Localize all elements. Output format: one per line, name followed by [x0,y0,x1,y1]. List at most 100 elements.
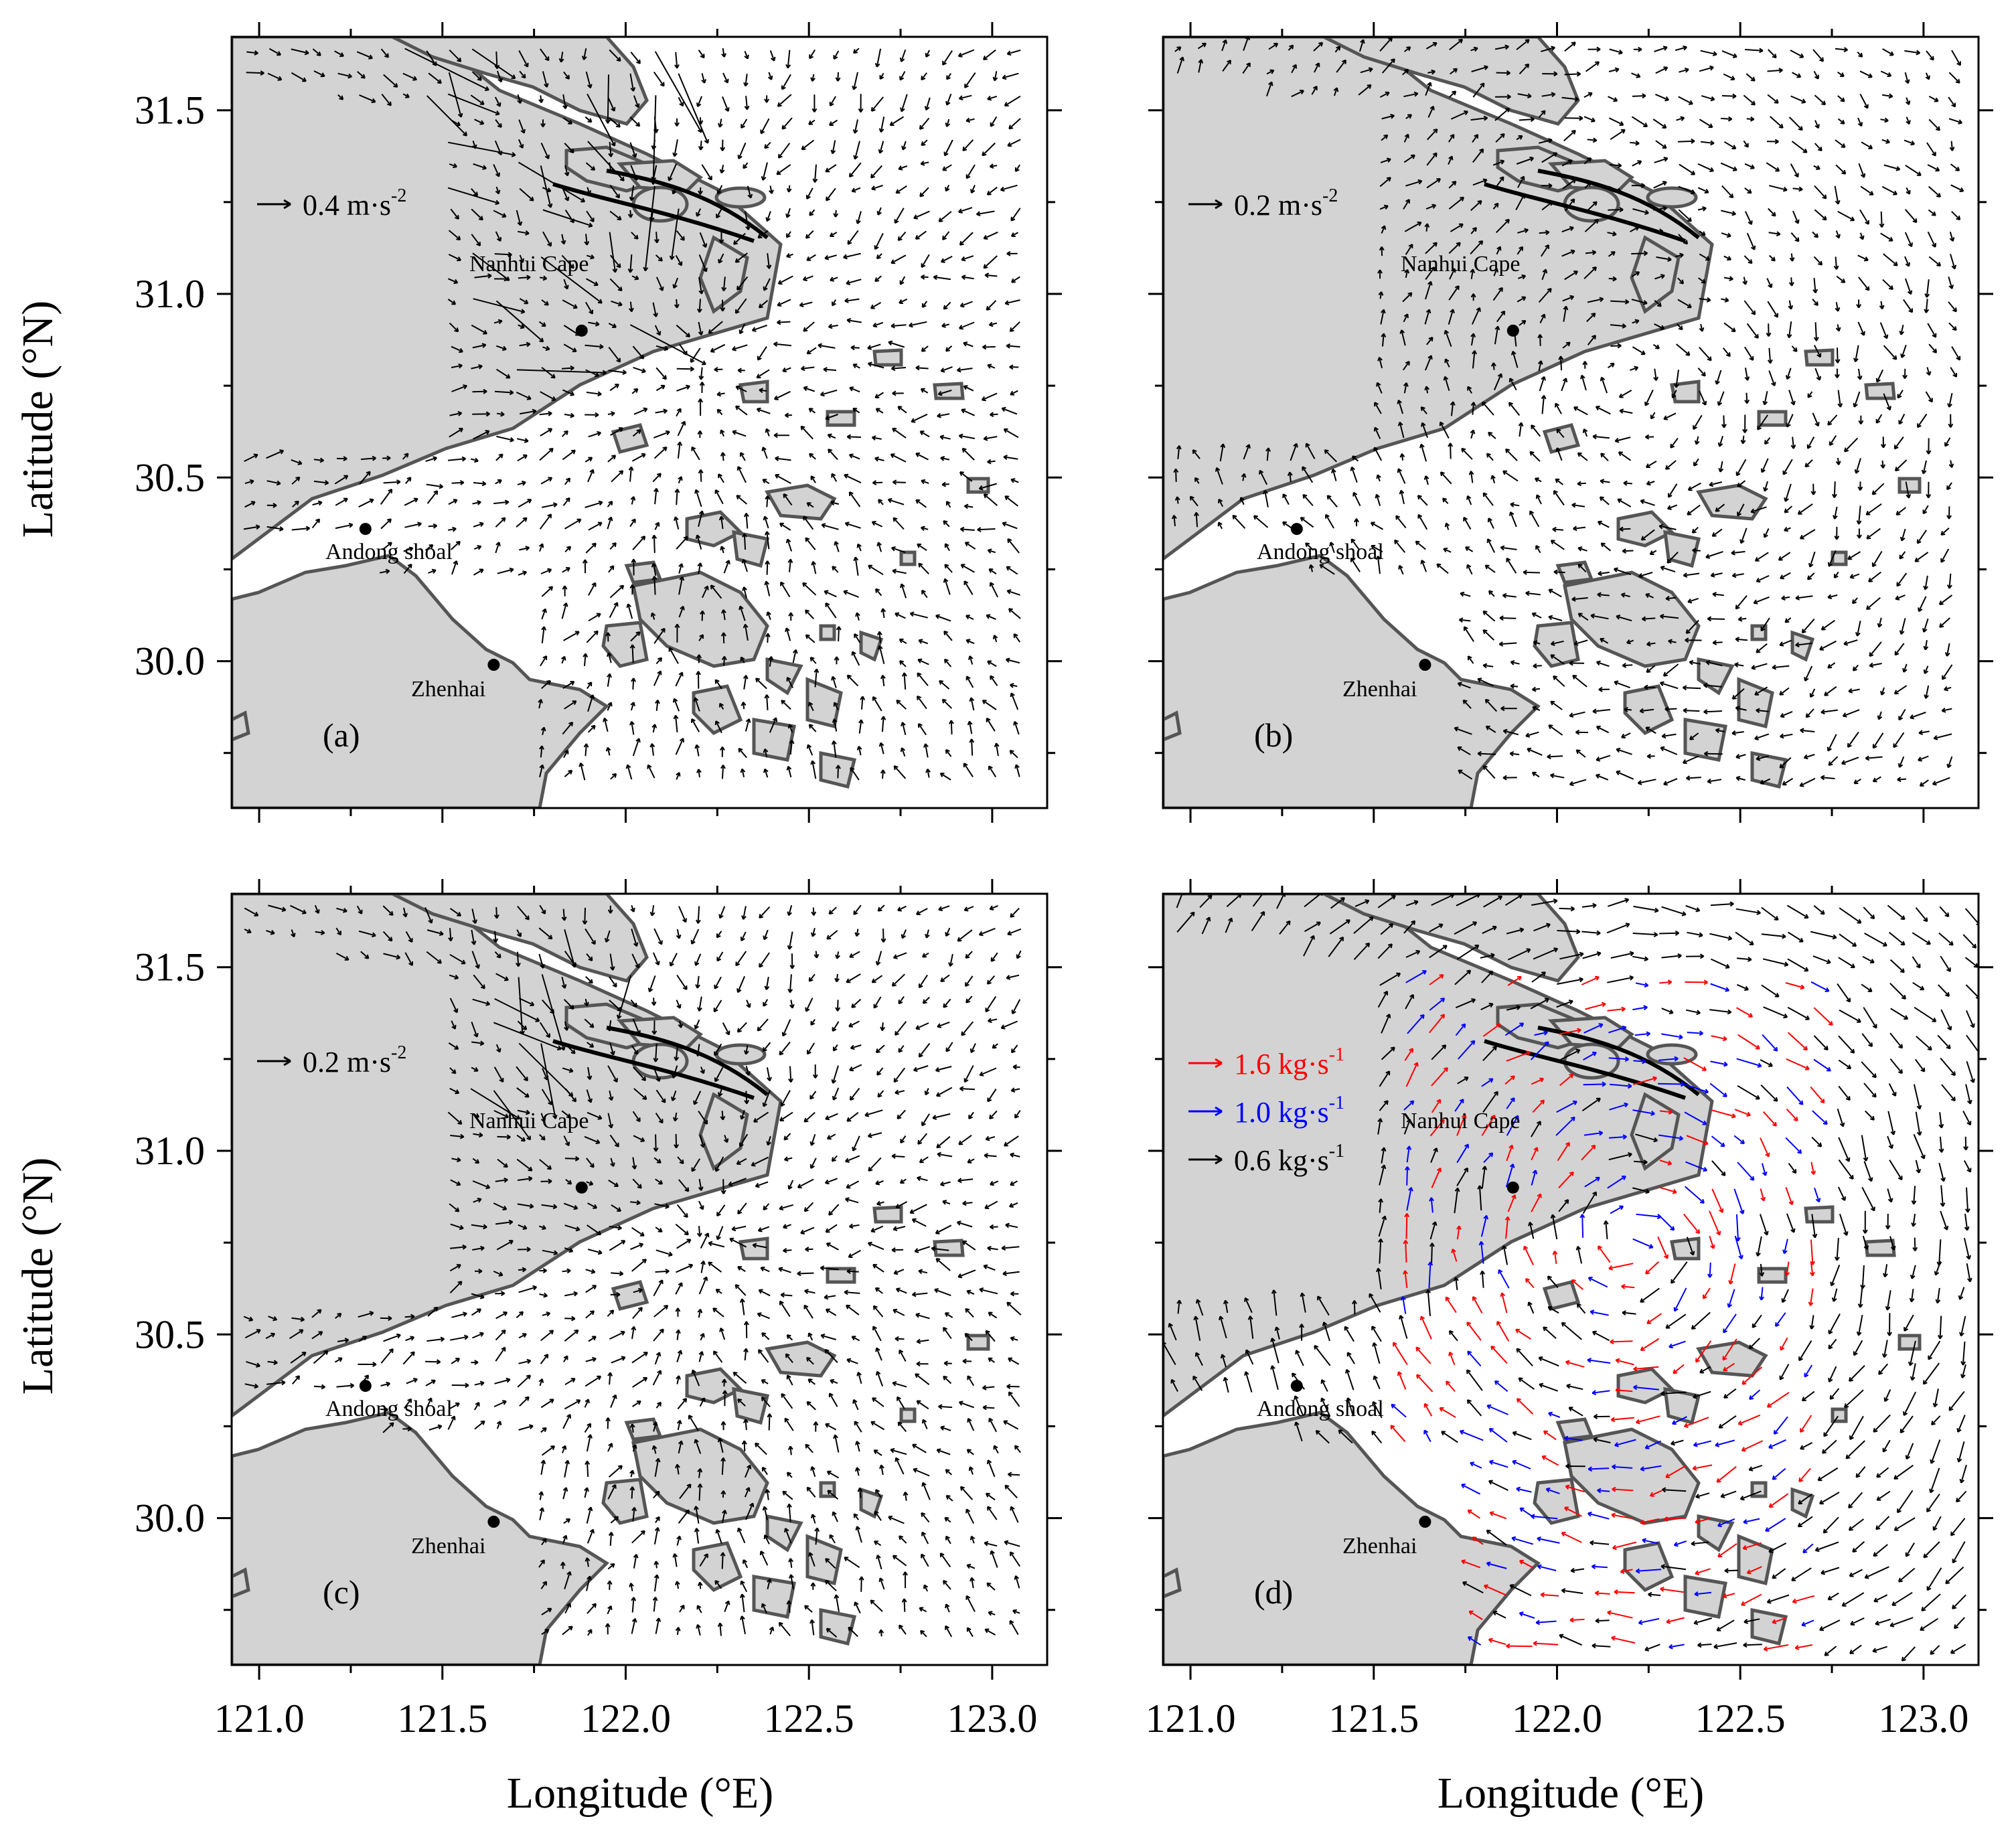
vector-arrow [1470,200,1482,212]
vector-arrow-head [858,719,864,724]
vector-arrow [778,275,793,285]
vector-arrow [1859,94,1869,109]
vector-arrow-head [911,1218,917,1223]
vector-arrow-head [989,1114,994,1119]
vector-arrow-head [522,454,528,459]
vector-arrow [809,453,816,460]
vector-arrow [538,953,544,969]
vector-arrow [1880,118,1889,122]
vector-arrow [609,162,612,173]
vector-arrow [603,718,609,732]
vector-arrow [447,187,499,204]
vector-arrow [931,1247,949,1251]
vector-arrow-head [633,1050,639,1055]
vector-arrow-head [509,567,514,573]
vector-arrow-head [522,570,527,576]
vector-arrow [1790,95,1806,103]
vector-arrow-head [1477,750,1482,757]
vector-arrow [872,321,884,327]
vector-arrow-head [672,152,678,157]
vector-arrow-head [595,1139,601,1144]
vector-arrow-head [925,933,930,939]
vector-arrow-head [1756,577,1761,583]
vector-arrow [944,578,951,595]
vector-arrow-head [546,1033,550,1038]
vector-arrow-head [803,515,808,521]
vector-arrow [691,929,700,945]
vector-arrow [1517,229,1529,234]
vector-arrow-head [732,346,736,351]
vector-arrow-head [587,1098,593,1103]
vector-arrow [1381,58,1395,74]
vector-arrow-head [880,769,886,774]
vector-arrow [1510,752,1520,756]
vector-arrow-head [497,78,503,83]
vector-arrow [540,1330,554,1342]
vector-arrow-head [990,675,995,680]
vector-arrow-head [1635,140,1640,146]
vector-arrow-head [506,374,511,379]
vector-arrow-head [1621,733,1626,738]
vector-arrow [890,116,905,126]
vector-arrow-head [629,644,635,649]
vector-arrow [518,50,529,68]
vector-arrow-head [472,919,478,924]
vector-arrow [1541,395,1545,414]
vector-arrow [963,580,974,595]
vector-arrow-head [1853,779,1859,785]
vector-arrow [383,1334,401,1342]
vector-arrow [655,1178,663,1185]
vector-arrow [1827,734,1837,752]
vector-arrow-head [810,760,816,765]
vector-arrow [876,1348,882,1361]
vector-arrow-head [1399,329,1405,334]
vector-arrow-head [940,977,945,982]
vector-arrow [722,1179,724,1194]
vector-arrow-head [1599,496,1604,501]
vector-arrow [898,996,905,1004]
vector-arrow [698,1277,708,1295]
vector-arrow [1631,72,1640,78]
vector-arrow-head [388,1316,392,1322]
vector-arrow-head [478,216,483,221]
vector-arrow-head [831,740,837,745]
vector-arrow-head [616,263,621,268]
vector-arrow-head [1472,227,1477,232]
vector-arrow-head [1918,730,1924,736]
vector-arrow-head [1771,212,1776,217]
vector-arrow [780,581,791,598]
vector-arrow-head [940,456,945,461]
vector-arrow-head [1011,1010,1016,1015]
vector-arrow-head [695,1052,701,1057]
vector-arrow [1333,87,1338,96]
vector-arrow-head [1800,728,1804,734]
vector-arrow [912,1218,927,1227]
vector-arrow [609,141,612,157]
vector-arrow [943,998,951,1008]
vector-arrow-head [1843,641,1849,646]
vector-arrow [733,232,746,245]
vector-arrow-head [1502,592,1507,599]
vector-arrow-head [1622,548,1627,554]
vector-arrow [1723,141,1736,149]
vector-arrow [562,449,576,461]
vector-arrow [698,1178,702,1191]
vector-arrow-head [832,718,838,723]
vector-arrow [1425,281,1432,300]
vector-arrow-head [635,738,641,743]
vector-arrow-head [570,391,575,396]
vector-arrow [1538,360,1542,372]
vector-arrow [1608,68,1620,72]
vector-arrow-head [892,427,897,432]
vector-arrow-head [983,493,988,499]
vector-arrow-head [668,176,673,181]
vector-arrow-head [1390,113,1395,119]
vector-arrow-head [659,1328,664,1334]
vector-arrow [539,1022,550,1038]
vector-arrow-head [1624,299,1630,305]
vector-arrow [1675,46,1687,52]
vector-arrow [450,1336,469,1341]
vector-arrow-head [702,267,708,272]
vector-arrow-head [1616,614,1621,620]
vector-arrow-head [1395,515,1401,520]
